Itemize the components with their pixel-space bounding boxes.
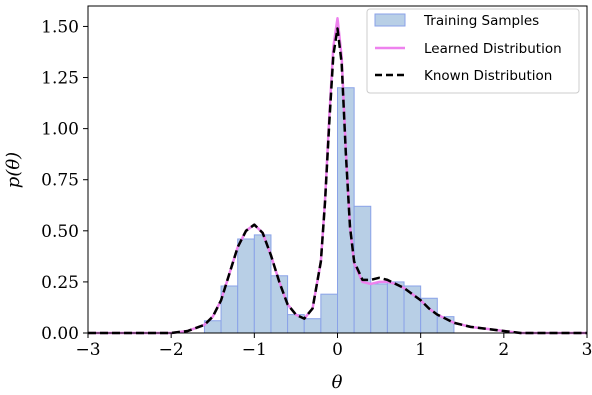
legend-box	[366, 8, 580, 94]
legend-training-swatch	[374, 13, 406, 27]
y-tick-label: 1.50	[41, 17, 79, 37]
y-tick-label: 0.75	[41, 171, 79, 191]
x-tick-label: 1	[415, 340, 426, 360]
x-axis-ticks: −3 −2 −1 0 1 2 3	[75, 333, 592, 360]
x-tick-label: 2	[498, 340, 509, 360]
y-tick-label: 0.50	[41, 222, 79, 242]
x-axis-label: θ	[332, 372, 343, 393]
y-tick-label: 0.00	[41, 324, 79, 344]
y-tick-label: 1.25	[41, 69, 79, 89]
legend: Training Samples Learned Distribution Kn…	[366, 8, 580, 94]
histogram-bar	[237, 238, 255, 334]
histogram-bars	[203, 87, 455, 334]
x-tick-label: 0	[332, 340, 343, 360]
x-tick-label: −2	[159, 340, 184, 360]
y-tick-label: 0.25	[41, 273, 79, 293]
legend-training-label: Training Samples	[423, 13, 539, 29]
y-axis-ticks: 0.00 0.25 0.50 0.75 1.00 1.25 1.50	[41, 17, 88, 344]
x-tick-label: −3	[75, 340, 100, 360]
legend-known-label: Known Distribution	[424, 68, 552, 84]
known-distribution-line	[88, 27, 587, 335]
histogram-bar	[370, 283, 388, 334]
density-curves	[88, 17, 587, 335]
histogram-bar	[303, 318, 322, 334]
y-tick-label: 1.00	[41, 120, 79, 140]
histogram-bar	[386, 281, 405, 334]
x-tick-label: −1	[242, 340, 267, 360]
x-tick-label: 3	[582, 340, 592, 360]
y-axis-label: p(θ)	[3, 152, 24, 188]
legend-learned-label: Learned Distribution	[424, 41, 562, 57]
histogram-bar	[320, 293, 339, 334]
